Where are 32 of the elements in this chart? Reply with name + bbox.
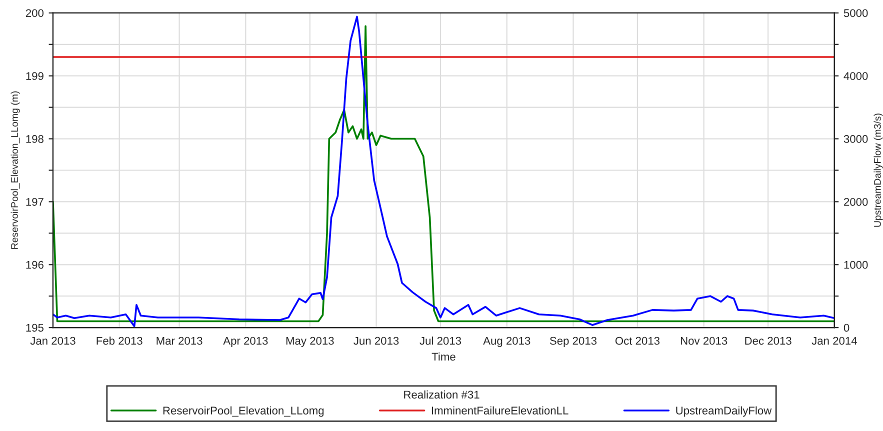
y2-tick-label: 4000 [844,72,868,80]
y2-tick-label: 1000 [844,260,868,269]
y2-tick-label: 2000 [844,198,868,206]
y2-tick-label: 3000 [844,135,868,143]
x-tick-label: Jul 2013 [420,336,462,345]
x-tick-label: Apr 2013 [223,336,268,347]
legend-label: ReservoirPool_Elevation_LLomg [163,406,324,417]
y2-axis-title: UpstreamDailyFlow (m3/s) [874,114,883,227]
y-tick-label: 200 [26,9,44,18]
x-tick-label: Jan 2013 [30,336,76,345]
x-tick-label: Sep 2013 [550,336,597,347]
x-axis-title: Time [432,352,456,361]
y2-tick-label: 0 [844,324,850,332]
y-tick-label: 199 [26,72,44,80]
x-tick-label: Nov 2013 [680,336,728,345]
x-tick-label: Dec 2013 [745,336,792,345]
legend-label: UpstreamDailyFlow [676,406,772,417]
x-tick-label: Aug 2013 [483,336,530,347]
y2-tick-label: 5000 [844,9,868,18]
y-tick-label: 196 [26,260,44,269]
x-tick-label: Oct 2013 [615,336,660,345]
x-tick-label: Feb 2013 [96,336,142,345]
x-tick-label: Jun 2013 [354,336,399,345]
y-tick-label: 195 [26,324,44,332]
y-tick-label: 197 [26,198,44,206]
x-tick-label: May 2013 [286,336,334,347]
x-tick-label: Mar 2013 [156,336,202,345]
x-tick-label: Jan 2014 [812,336,857,345]
y-axis-title: ReservoirPool_Elevation_LLomg (m) [10,91,20,249]
legend-title: Realization #31 [404,390,480,399]
y-tick-label: 198 [26,135,44,143]
legend-label: ImminentFailureElevationLL [432,406,568,414]
